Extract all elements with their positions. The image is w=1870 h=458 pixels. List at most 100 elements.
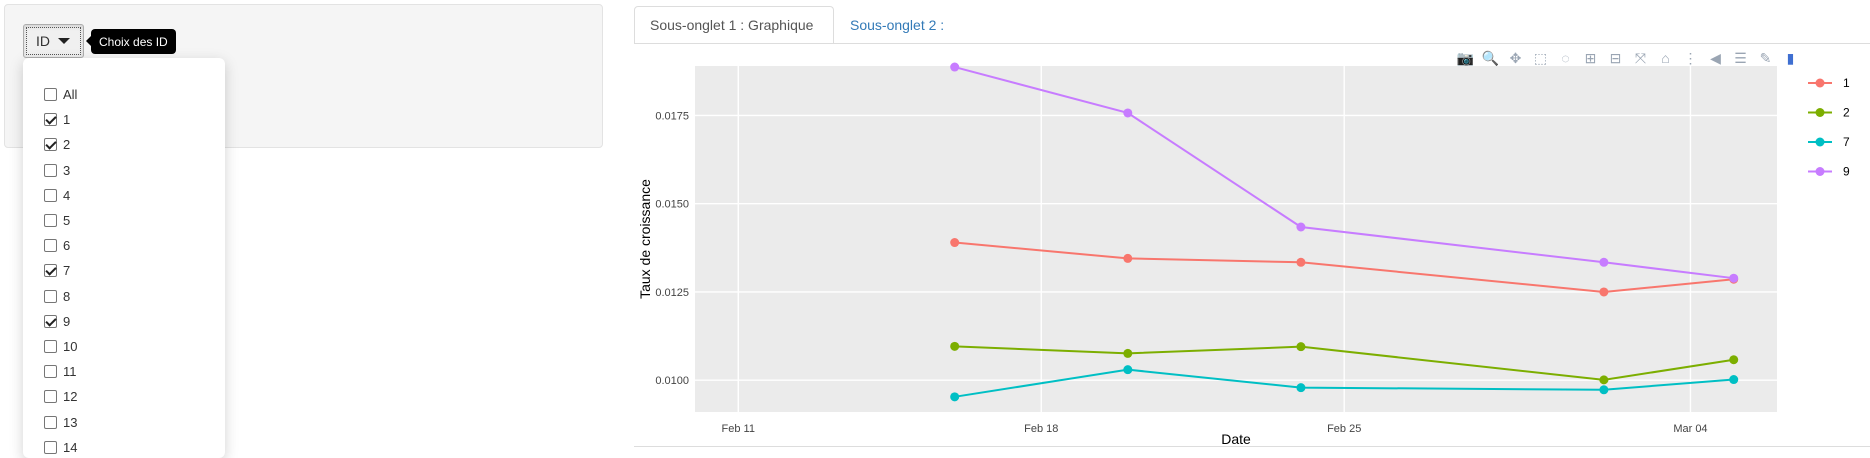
box-select-icon[interactable]: ⬚ — [1533, 49, 1548, 66]
checkbox[interactable] — [44, 365, 57, 379]
y-tick-label: 0.0100 — [655, 375, 689, 387]
tooltip: Choix des ID — [86, 29, 176, 54]
tab-graphique[interactable]: Sous-onglet 1 : Graphique — [634, 6, 834, 44]
y-tick-label: 0.0175 — [655, 110, 689, 122]
option-2[interactable]: 2 — [23, 132, 225, 157]
y-axis-label: Taux de croissance — [637, 179, 653, 299]
pan-icon[interactable]: ✥ — [1509, 49, 1522, 66]
data-point-9 — [1729, 273, 1739, 283]
checkbox[interactable] — [44, 239, 57, 253]
checkbox[interactable] — [44, 264, 57, 278]
option-label: 2 — [63, 137, 71, 153]
option-label: 1 — [63, 112, 71, 128]
data-point-7 — [1123, 365, 1133, 375]
checkbox[interactable] — [44, 163, 57, 177]
x-tick-label: Feb 11 — [722, 423, 755, 435]
option-label: All — [63, 87, 78, 103]
data-point-1 — [1599, 287, 1609, 297]
legend-marker-9 — [1815, 167, 1825, 176]
legend-marker-7 — [1815, 137, 1825, 147]
camera-icon[interactable]: 📷 — [1456, 49, 1475, 66]
tab-sous-onglet-2[interactable]: Sous-onglet 2 : — [850, 17, 945, 33]
data-point-9 — [950, 62, 960, 72]
data-point-2 — [1296, 342, 1306, 352]
data-point-1 — [950, 238, 960, 248]
zoom-icon[interactable]: 🔍 — [1481, 49, 1500, 66]
data-point-9 — [1123, 108, 1133, 118]
data-point-1 — [1296, 257, 1306, 267]
id-dropdown-menu: All 1 2 3 4 5 6 7 8 9 10 11 12 13 14 — [23, 58, 225, 458]
option-8[interactable]: 8 — [23, 284, 225, 309]
option-12[interactable]: 12 — [23, 384, 225, 409]
checkbox[interactable] — [44, 138, 57, 152]
option-6[interactable]: 6 — [23, 233, 225, 258]
option-label: 12 — [63, 389, 78, 405]
legend-label-1: 1 — [1843, 76, 1850, 90]
option-label: 10 — [63, 338, 78, 354]
option-all[interactable]: All — [23, 82, 225, 107]
legend-label-2: 2 — [1843, 106, 1850, 120]
checkbox[interactable] — [44, 188, 57, 202]
data-point-2 — [1599, 375, 1609, 385]
autoscale-icon[interactable]: ⤧ — [1634, 49, 1647, 66]
option-label: 7 — [63, 263, 71, 279]
hover-closest-icon[interactable]: ◀ — [1710, 49, 1721, 66]
option-10[interactable]: 10 — [23, 334, 225, 359]
data-point-7 — [1599, 385, 1609, 395]
option-label: 8 — [63, 288, 71, 304]
option-label: 9 — [63, 313, 71, 329]
reset-axes-icon[interactable]: ⌂ — [1661, 50, 1670, 66]
option-7[interactable]: 7 — [23, 258, 225, 283]
data-point-2 — [1729, 355, 1739, 365]
y-tick-label: 0.0150 — [655, 199, 689, 211]
lasso-select-icon[interactable]: ◌ — [1561, 50, 1570, 66]
option-9[interactable]: 9 — [23, 309, 225, 334]
data-point-2 — [950, 341, 960, 351]
data-point-9 — [1296, 222, 1306, 232]
plot-modebar: 📷 🔍 ✥ ⬚ ◌ ⊞ ⊟ ⤧ ⌂ ⋮ ◀ ☰ ✎ ▮ — [1456, 48, 1800, 68]
x-tick-label: Feb 25 — [1327, 423, 1361, 435]
checkbox[interactable] — [44, 113, 57, 127]
option-label: 4 — [63, 187, 71, 203]
legend-label-9: 9 — [1843, 165, 1850, 179]
hover-compare-icon[interactable]: ☰ — [1734, 49, 1747, 66]
spike-lines-icon[interactable]: ⋮ — [1683, 49, 1698, 66]
data-point-2 — [1123, 348, 1133, 358]
data-point-7 — [1729, 375, 1739, 385]
id-dropdown-button[interactable]: ID — [23, 24, 84, 58]
x-tick-label: Mar 04 — [1673, 423, 1707, 435]
x-axis-label: Date — [1221, 431, 1251, 447]
data-point-9 — [1599, 257, 1609, 267]
option-4[interactable]: 4 — [23, 183, 225, 208]
option-11[interactable]: 11 — [23, 359, 225, 384]
plot-area — [695, 66, 1777, 412]
data-point-1 — [1123, 253, 1133, 263]
checkbox[interactable] — [44, 289, 57, 303]
plotly-logo-icon[interactable]: ▮ — [1786, 49, 1795, 66]
id-dropdown-label: ID — [36, 33, 50, 49]
legend-marker-2 — [1815, 108, 1825, 117]
checkbox[interactable] — [44, 339, 57, 353]
checkbox[interactable] — [44, 415, 57, 429]
x-tick-label: Feb 18 — [1024, 423, 1058, 435]
option-label: 11 — [63, 364, 77, 380]
checkbox[interactable] — [44, 314, 57, 328]
option-5[interactable]: 5 — [23, 208, 225, 233]
option-3[interactable]: 3 — [23, 158, 225, 183]
tab-bar: Sous-onglet 1 : Graphique Sous-onglet 2 … — [634, 0, 1870, 44]
option-1[interactable]: 1 — [23, 107, 225, 132]
zoom-out-icon[interactable]: ⊟ — [1609, 49, 1622, 66]
checkbox[interactable] — [44, 88, 57, 102]
option-label: 5 — [63, 213, 71, 229]
edit-icon[interactable]: ✎ — [1759, 49, 1772, 66]
caret-down-icon — [58, 38, 70, 44]
zoom-in-icon[interactable]: ⊞ — [1584, 49, 1597, 66]
checkbox[interactable] — [44, 390, 57, 404]
line-chart: Feb 11 Feb 18 Feb 25 Mar 04 0.0100 0.0125 0.01… — [637, 62, 1850, 447]
checkbox[interactable] — [44, 214, 57, 228]
option-label: 13 — [63, 414, 78, 430]
y-tick-label: 0.0125 — [655, 287, 689, 299]
option-13[interactable]: 13 — [23, 409, 225, 434]
legend-label-7: 7 — [1843, 135, 1850, 149]
option-label: 3 — [63, 162, 71, 178]
